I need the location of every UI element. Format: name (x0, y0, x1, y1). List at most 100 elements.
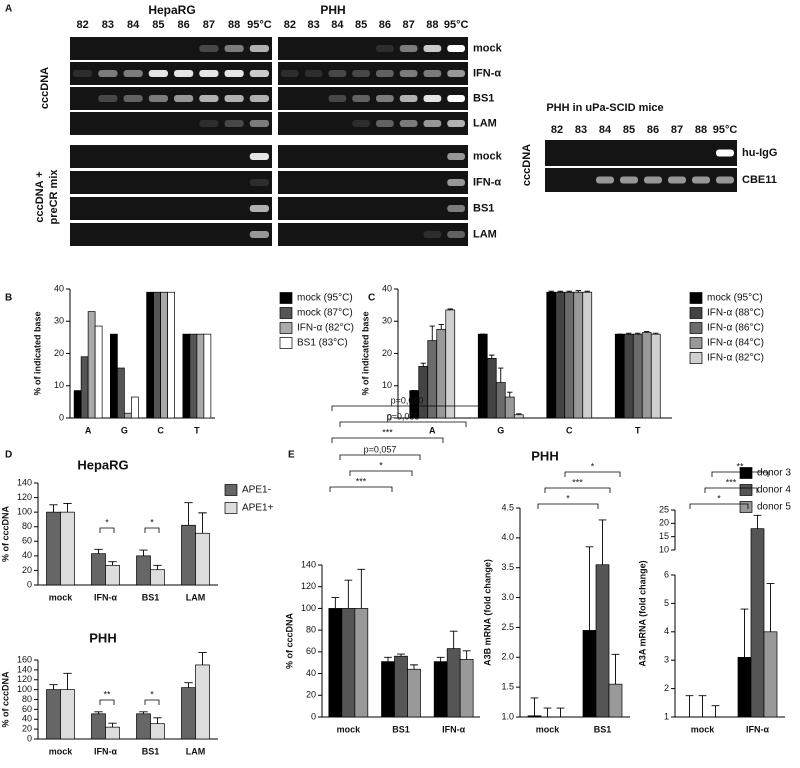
gel-band (199, 45, 219, 52)
gel-band (692, 176, 710, 184)
y-tick-label: 1 (664, 711, 669, 721)
y-tick-label: 0 (387, 412, 392, 422)
x-tick-label: A (85, 425, 92, 435)
x-tick-label: C (157, 425, 164, 435)
bar (573, 291, 584, 419)
x-tick-label: T (635, 425, 641, 435)
error-bar (626, 332, 632, 335)
row-label: IFN-α (473, 67, 501, 79)
error-bar (63, 502, 72, 513)
temperature-label: 85 (623, 124, 635, 136)
x-tick-label: BS1 (594, 724, 612, 734)
bar (160, 291, 168, 419)
gel-band (447, 179, 465, 186)
y-tick-label: 10 (54, 380, 64, 390)
bar (750, 528, 765, 718)
temperature-label: 86 (178, 19, 190, 31)
y-tick-label: 140 (17, 664, 32, 674)
error-bar (397, 653, 405, 657)
y-tick-label: 40 (54, 283, 64, 293)
bar (555, 291, 566, 419)
bar (73, 390, 82, 419)
error-bar (548, 290, 554, 293)
gel-band (249, 120, 269, 127)
gel-band (123, 95, 143, 102)
y-tick-label: 1.5 (501, 682, 514, 692)
gel-band (249, 70, 269, 77)
error-bar (49, 504, 58, 513)
y-tick-label: 80 (306, 625, 316, 635)
bar (105, 726, 120, 740)
error-bar (489, 354, 495, 359)
error-bar (644, 331, 650, 333)
y-tick-label: 4.5 (501, 502, 514, 512)
legend-label: APE1+ (242, 503, 274, 514)
row-label: mock (473, 42, 503, 54)
chart-title: PHH (89, 630, 116, 645)
bar (354, 608, 369, 718)
bar (763, 631, 778, 718)
gel-lane-strip (70, 62, 272, 85)
error-bar (184, 682, 193, 688)
error-bar (198, 512, 207, 534)
error-bar (711, 705, 720, 717)
gel-band (447, 95, 465, 102)
bar (564, 291, 575, 419)
error-bar (429, 325, 435, 341)
legend-swatch (739, 501, 753, 513)
significance-bracket (331, 405, 483, 411)
temperature-label: 84 (599, 124, 612, 136)
error-bar (436, 656, 445, 662)
temperature-label: 86 (379, 19, 391, 31)
gel-title: PHH in uPa-SCID mice (546, 102, 663, 114)
bar (418, 366, 429, 419)
y-tick-label: 4 (664, 626, 669, 636)
error-bar (331, 597, 340, 609)
y-tick-label: 0 (27, 579, 32, 589)
gel-band (668, 176, 686, 184)
gel-band (399, 45, 418, 52)
gel-band (199, 95, 219, 102)
legend-label: APE1- (242, 485, 271, 496)
gel-band (447, 205, 465, 212)
gel-band (716, 176, 734, 184)
bar (328, 608, 343, 718)
error-bar (557, 290, 563, 293)
y-tick-label: 30 (382, 316, 392, 326)
error-bar (344, 579, 353, 609)
bar (117, 367, 125, 419)
significance-label: *** (572, 477, 583, 487)
error-bar (94, 711, 103, 714)
bar (60, 511, 75, 586)
bar (46, 689, 61, 740)
bar (546, 291, 557, 419)
significance-bracket (544, 487, 611, 493)
x-tick-label: BS1 (142, 746, 160, 756)
y-tick-label: 3.0 (501, 592, 514, 602)
gel-lane-strip (278, 197, 468, 220)
row-label: IFN-α (473, 176, 501, 188)
y-tick-label: 120 (301, 581, 316, 591)
y-tick-label: 25 (659, 504, 669, 514)
significance-label: ** (736, 461, 744, 471)
y-tick-label: 20 (382, 348, 392, 358)
temperature-label: 83 (308, 19, 320, 31)
panel-label: D (5, 450, 12, 461)
y-tick-label: 1.0 (501, 711, 514, 721)
significance-label: * (150, 689, 154, 699)
x-tick-label: A (429, 425, 436, 435)
legend-label: donor 4 (757, 485, 791, 496)
legend-swatch (739, 467, 753, 479)
gel-band (98, 95, 118, 102)
gel-band (447, 153, 465, 160)
y-tick-label: 0 (311, 711, 316, 721)
bar (595, 564, 610, 718)
y-axis-label: % of cccDNA (284, 612, 294, 669)
bar (136, 713, 151, 740)
bar (60, 689, 75, 740)
gel-band (199, 70, 219, 77)
bar (80, 356, 89, 419)
y-tick-label: 10 (382, 380, 392, 390)
y-tick-label: 4.0 (501, 532, 514, 542)
